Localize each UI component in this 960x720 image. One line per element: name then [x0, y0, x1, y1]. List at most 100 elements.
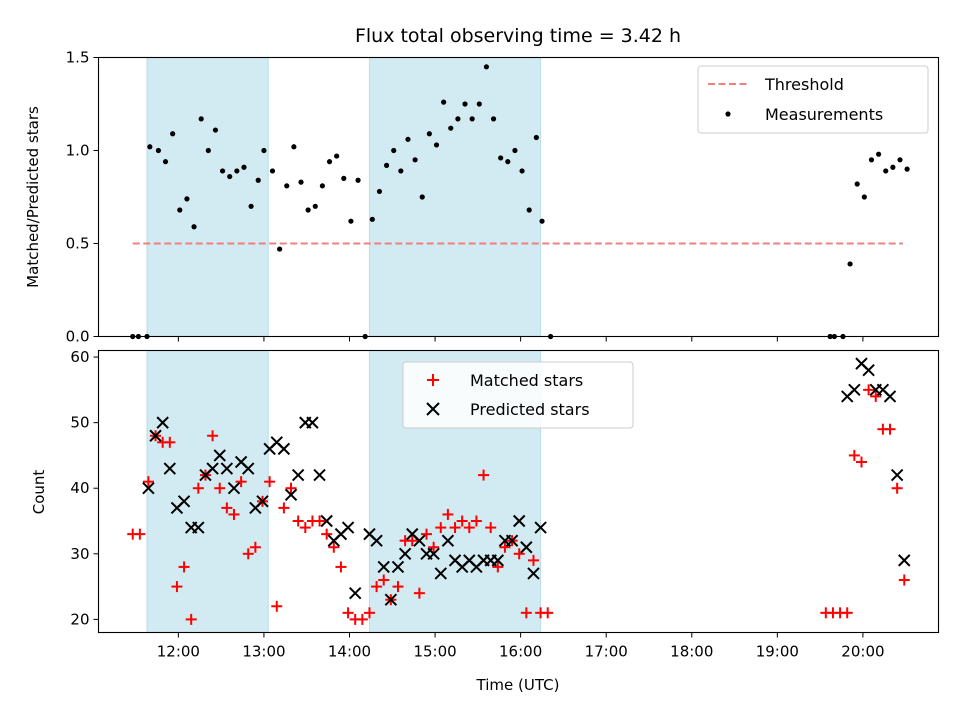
predicted-legend-label: Predicted stars	[470, 400, 590, 419]
measurement-point	[305, 207, 311, 213]
count-legend[interactable]: Matched stars Predicted stars	[402, 361, 634, 429]
predicted-star-point	[391, 560, 405, 574]
predicted-star-point	[377, 560, 390, 574]
matched-star-point	[884, 423, 896, 435]
x-tick-label: 19:00	[756, 643, 799, 661]
measurement-point	[861, 194, 867, 200]
matched-star-point	[442, 508, 454, 520]
count-x-ticks: 12:00 13:00 14:00 15:00 16:00 17:00 18:00 19:00…	[157, 632, 885, 661]
measurement-point	[162, 159, 169, 165]
predicted-star-point	[306, 416, 319, 429]
measurement-point	[376, 188, 383, 195]
measurement-point	[241, 164, 247, 170]
measurement-point	[319, 183, 326, 189]
predicted-star-point	[177, 495, 191, 508]
matched-star-point	[456, 515, 468, 527]
x-tick-label: 15:00	[413, 643, 456, 661]
matched-star-point	[249, 541, 261, 553]
ratio-y-tick-label: 0.5	[66, 235, 90, 253]
predicted-star-point	[491, 554, 505, 567]
predicted-star-point	[156, 416, 169, 429]
measurement-point	[248, 203, 254, 209]
chart-title: Flux total observing time = 3.42 h	[355, 25, 681, 47]
measurement-point	[155, 147, 161, 154]
ratio-x-ticks	[177, 336, 864, 342]
observing-windows-top	[146, 57, 542, 337]
predicted-star-point	[413, 534, 426, 547]
measurement-point	[355, 177, 361, 183]
measurement-point	[277, 246, 283, 252]
x-tick-label: 14:00	[328, 643, 371, 661]
measurement-point	[261, 147, 267, 154]
matched-star-point	[449, 522, 461, 534]
matched-star-point	[178, 561, 190, 573]
measurement-point	[883, 168, 889, 174]
measurement-point	[469, 116, 475, 122]
matched-star-point	[435, 522, 447, 534]
measurement-point	[476, 101, 482, 107]
predicted-star-point	[277, 442, 291, 456]
measurement-point	[177, 207, 183, 213]
matched-star-point	[478, 469, 490, 481]
measurement-point	[269, 168, 276, 174]
measurement-point	[897, 157, 903, 163]
measurement-point	[412, 157, 418, 163]
measurement-point	[219, 168, 226, 174]
matched-star-point	[513, 548, 525, 560]
measurement-point	[854, 181, 860, 187]
measurement-point	[212, 127, 219, 133]
matched-star-point	[470, 515, 482, 527]
matched-star-point	[278, 502, 290, 514]
measurement-point	[433, 142, 440, 148]
x-tick-label: 20:00	[841, 643, 884, 661]
ratio-y-ticks: 0.0 0.5 1.0 1.5	[66, 49, 99, 346]
measurement-point	[191, 224, 197, 230]
measurement-point	[170, 131, 176, 137]
measurements-legend-label: Measurements	[765, 105, 883, 124]
predicted-star-point	[192, 521, 205, 534]
predicted-star-point	[227, 482, 241, 495]
matched-star-point	[485, 522, 497, 534]
count-y-tick-label: 40	[70, 479, 89, 497]
measurement-point	[847, 261, 853, 267]
measurement-point	[441, 99, 447, 105]
count-y-axis-label: Count	[30, 470, 48, 515]
matched-star-point	[421, 528, 433, 540]
measurement-point	[198, 116, 204, 122]
measurement-point	[348, 218, 354, 224]
ratio-shaded-window-2	[368, 57, 542, 337]
count-y-tick-label: 30	[70, 545, 89, 563]
measurement-point	[533, 134, 539, 141]
measurement-point	[490, 116, 497, 122]
count-legend-box	[402, 361, 634, 429]
measurement-point	[326, 159, 333, 165]
measurement-point	[291, 144, 297, 150]
predicted-star-point	[427, 547, 440, 561]
matched-star-point	[371, 581, 383, 593]
matched-star-point	[342, 607, 354, 619]
threshold-legend-label: Threshold	[764, 75, 844, 94]
matched-star-point	[134, 528, 146, 540]
predicted-star-point	[149, 429, 162, 442]
measurement-point	[184, 196, 190, 202]
ratio-legend[interactable]: Threshold Measurements	[697, 65, 929, 134]
matched-legend-swatch	[427, 374, 439, 386]
matched-star-point	[855, 456, 867, 468]
ratio-legend-box	[697, 65, 929, 134]
measurement-point	[498, 155, 504, 161]
measurement-point	[519, 168, 525, 174]
measurement-point	[147, 144, 153, 150]
measurement-point	[341, 175, 347, 181]
measurement-point	[419, 194, 425, 200]
matched-star-point	[463, 522, 475, 534]
predicted-star-point	[890, 468, 904, 482]
predicted-legend-swatch	[426, 402, 440, 416]
ratio-panel-frame	[97, 56, 940, 338]
predicted-star-point	[513, 514, 526, 528]
count-shaded-window-1	[146, 350, 269, 633]
matched-star-point	[492, 561, 504, 573]
x-tick-label: 16:00	[499, 643, 542, 661]
x-tick-label: 17:00	[585, 643, 628, 661]
measurement-point	[448, 125, 454, 131]
measurement-point	[505, 159, 511, 165]
